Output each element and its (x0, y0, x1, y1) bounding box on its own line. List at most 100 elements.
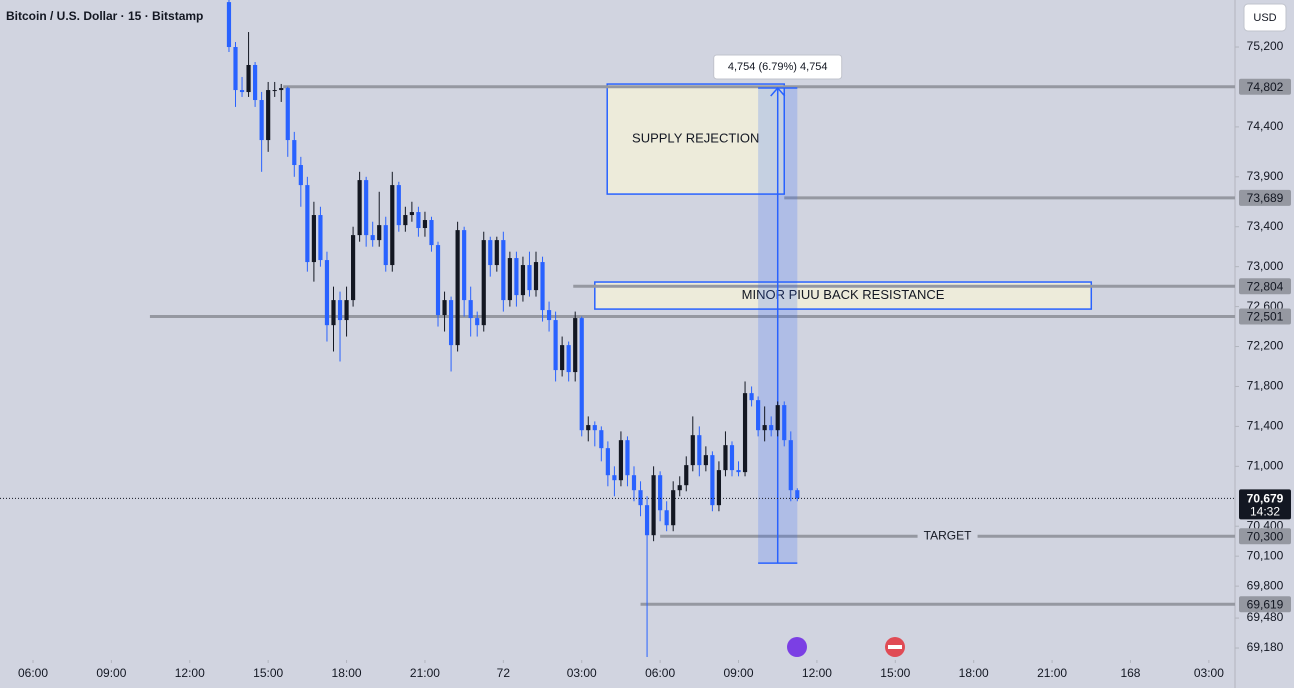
candle-body (579, 318, 584, 431)
x-tick-label: 09:00 (724, 666, 754, 680)
candle-body (448, 300, 454, 346)
candle-body (762, 425, 767, 431)
candle-body (429, 220, 434, 246)
candle-body (337, 300, 343, 321)
candle-body (736, 470, 741, 473)
zone (606, 83, 785, 195)
y-tick-label: 75,200 (1247, 39, 1284, 53)
candle-body (573, 318, 578, 373)
y-tick-label: 73,000 (1247, 259, 1284, 273)
candle-body (226, 2, 232, 48)
candle-body (390, 185, 395, 266)
x-tick-label: 18:00 (332, 666, 362, 680)
candle-body (403, 215, 408, 226)
candle-body (520, 265, 526, 296)
currency-label[interactable]: USD (1253, 12, 1276, 24)
candle-body (775, 405, 780, 431)
candle-body (253, 64, 258, 101)
x-tick-label: 168 (1120, 666, 1140, 680)
candle-body (468, 300, 473, 319)
candle-body (246, 64, 251, 93)
candle-body (396, 185, 401, 226)
zone-label: MINOR PIUU BACK RESISTANCE (742, 287, 945, 302)
candle-body (729, 445, 735, 471)
candle-body (488, 240, 493, 266)
candle-body (618, 440, 624, 481)
candle-body (311, 215, 316, 263)
candle-body (638, 490, 643, 506)
candle-body (788, 440, 793, 491)
level-tag-label: 69,619 (1247, 597, 1284, 611)
y-tick-label: 71,400 (1247, 419, 1284, 433)
candle-body (292, 140, 297, 166)
x-tick-label: 15:00 (880, 666, 910, 680)
x-tick-label: 03:00 (1194, 666, 1224, 680)
candle-body (455, 230, 460, 346)
candle-body (259, 100, 264, 141)
candle-body (795, 490, 800, 499)
candle-body (631, 475, 637, 491)
candle-body (546, 310, 552, 321)
candle-body (644, 505, 650, 536)
y-tick-label: 72,200 (1247, 339, 1284, 353)
x-tick-label: 03:00 (567, 666, 597, 680)
currency-button[interactable] (1243, 3, 1287, 32)
y-tick-label: 70,100 (1247, 548, 1284, 562)
chart-title: Bitcoin / U.S. Dollar · 15 · Bitstamp (6, 9, 203, 23)
candle-body (560, 345, 565, 371)
y-tick-label: 73,400 (1247, 219, 1284, 233)
y-tick-label: 73,900 (1247, 169, 1284, 183)
level-tag (1239, 528, 1291, 545)
candle-body (507, 258, 512, 301)
candle-body (383, 225, 388, 266)
measure-label-box (713, 54, 843, 80)
last-price-label: 70,679 (1247, 492, 1284, 506)
candle-body (409, 212, 414, 216)
level-tag (1239, 596, 1291, 613)
candle-body (742, 393, 748, 473)
candle-body (710, 455, 715, 506)
level-tag (1239, 278, 1291, 295)
candle-body (533, 262, 539, 291)
candle-body (494, 240, 499, 266)
candle-body (272, 90, 277, 92)
candle-body (351, 235, 356, 301)
level-tag-label: 73,689 (1247, 191, 1284, 205)
candle-body (527, 265, 532, 291)
level-tag (1239, 78, 1291, 95)
measure-label: 4,754 (6.79%) 4,754 (728, 61, 828, 73)
candle-body (677, 485, 682, 491)
y-tick-label: 71,800 (1247, 379, 1284, 393)
level-tag-label: 74,802 (1247, 80, 1284, 94)
candle-body (651, 475, 656, 536)
level-tag-label: 72,804 (1247, 279, 1284, 293)
candle-body (285, 88, 290, 141)
level-tag (1239, 308, 1291, 325)
candle-body (703, 455, 708, 466)
candle-body (671, 490, 676, 526)
candle-body (599, 430, 604, 449)
candle-body (481, 240, 486, 326)
candle-body (697, 435, 702, 466)
candle-body (344, 300, 349, 321)
candle-body (435, 245, 441, 316)
candle-body (239, 90, 245, 93)
candle-body (233, 47, 238, 91)
candle-body (592, 425, 597, 431)
candle-body (416, 212, 421, 229)
event-icons (787, 637, 905, 657)
candle-body (324, 260, 330, 326)
level-tag (1239, 189, 1291, 206)
x-tick-label: 12:00 (175, 666, 205, 680)
countdown-label: 14:32 (1250, 505, 1280, 519)
x-tick-label: 21:00 (1037, 666, 1067, 680)
candle-body (514, 258, 519, 296)
candle-body (462, 230, 467, 301)
x-tick-label: 09:00 (96, 666, 126, 680)
candle-body (442, 300, 447, 316)
candle-body (370, 235, 375, 241)
event-icon[interactable] (787, 637, 807, 657)
candle-body (716, 470, 722, 506)
